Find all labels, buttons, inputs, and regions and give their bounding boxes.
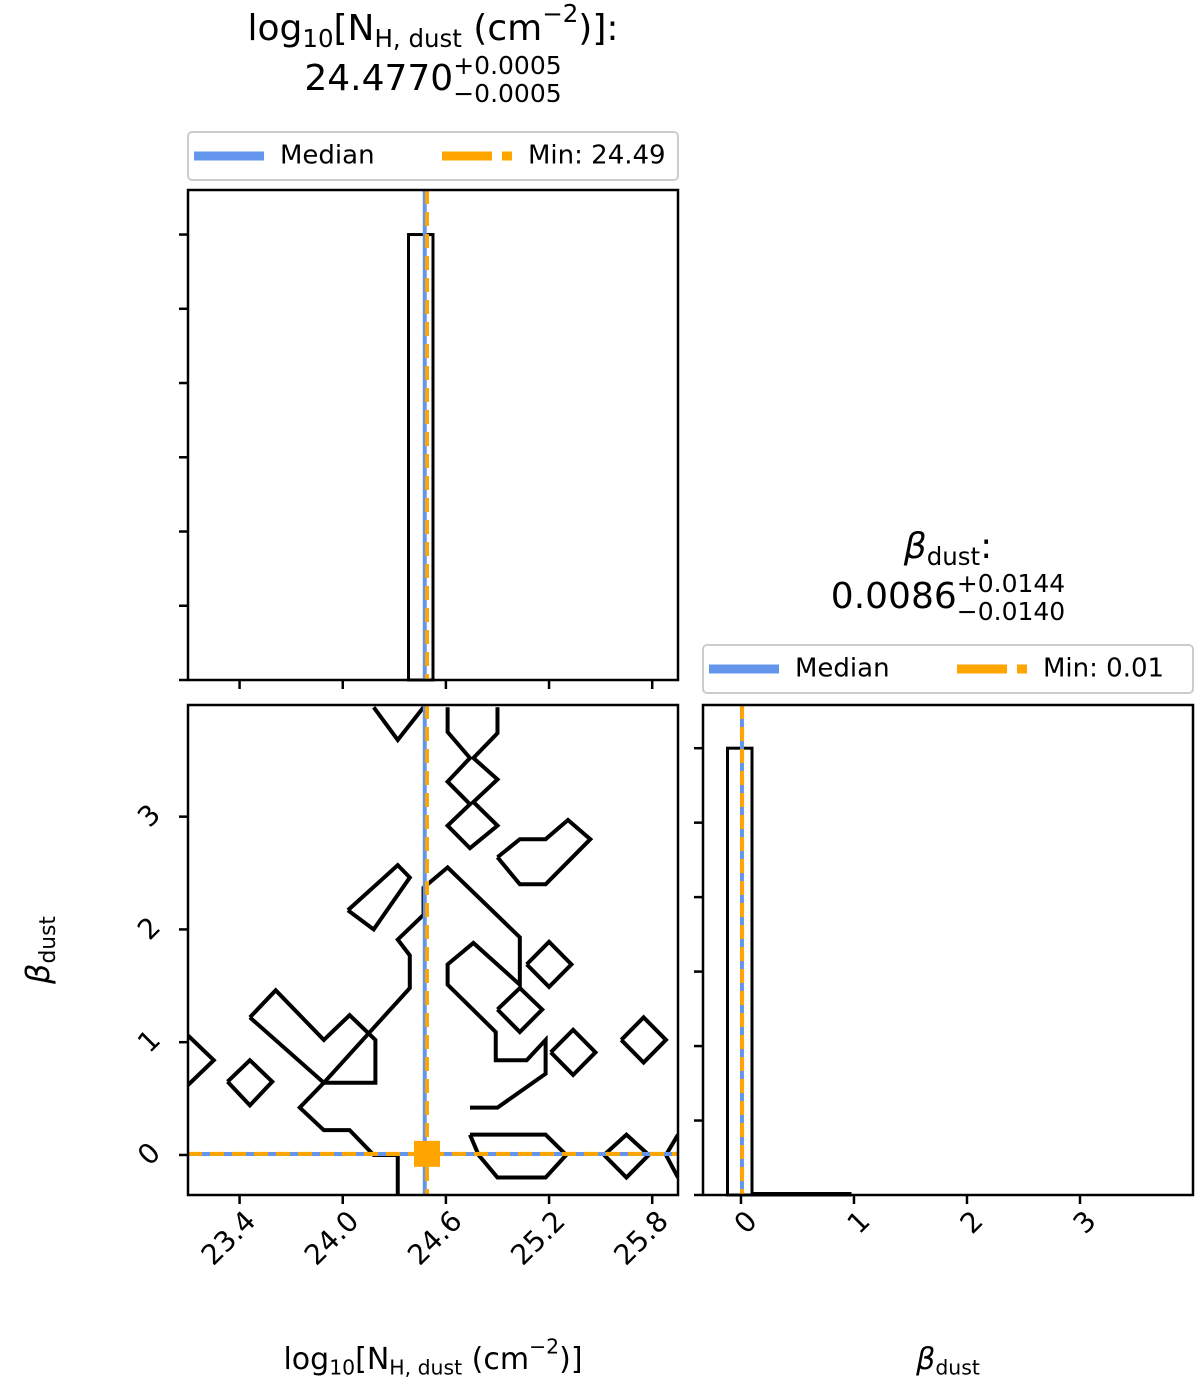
panel-title-part: : — [980, 526, 992, 567]
estimate-upper: +0.0005 — [453, 51, 561, 80]
contour — [346, 862, 413, 933]
x-axis-label-part: dust — [935, 1355, 980, 1379]
contour — [549, 1026, 599, 1078]
x-axis-label-part: β — [915, 1342, 935, 1377]
x-tick-label: 25.2 — [504, 1204, 571, 1271]
panel-title-part: (cm — [462, 8, 542, 49]
x-axis-label-part: (cm — [462, 1342, 529, 1377]
legend-label: Median — [280, 141, 375, 171]
panel-title-part: H, dust — [375, 24, 463, 53]
estimate-lower: −0.0140 — [957, 597, 1065, 626]
panel-title-part: 10 — [302, 24, 333, 53]
contour — [496, 985, 546, 1035]
x-tick-label: 25.8 — [607, 1204, 674, 1271]
contour — [619, 1014, 669, 1066]
x-tick-label: 0 — [728, 1204, 764, 1240]
y-tick-label: 3 — [131, 798, 167, 834]
x-axis-label-part: 10 — [329, 1355, 355, 1379]
panel-title-part: dust — [927, 542, 981, 571]
legend-box — [187, 131, 679, 181]
panel-title-part: −2 — [542, 0, 578, 28]
y-tick-label: 0 — [131, 1136, 167, 1172]
panel-title-part: [N — [334, 8, 375, 49]
contour — [495, 817, 594, 887]
panel-title-part: log — [247, 8, 302, 49]
y-axis-label: βdust — [19, 916, 61, 985]
legend-label: Median — [795, 654, 890, 684]
histogram-bar — [407, 233, 435, 682]
x-axis-label-part: H, dust — [389, 1355, 462, 1379]
contour — [372, 706, 426, 744]
x-tick-label: 1 — [841, 1204, 877, 1240]
y-tick-label: 2 — [131, 910, 167, 946]
panel-title-part: )]: — [578, 8, 618, 49]
contour — [226, 1057, 276, 1109]
y-tick-label: 1 — [131, 1023, 167, 1059]
estimate-lower: −0.0005 — [453, 79, 561, 108]
x-axis-label-part: log — [283, 1342, 329, 1377]
frame — [186, 188, 680, 682]
frame — [186, 703, 680, 1197]
legend-label: Min: 24.49 — [528, 141, 666, 171]
panel-title-part: β — [903, 526, 927, 567]
x-axis-label-part: )] — [559, 1342, 582, 1377]
estimate-upper: +0.0144 — [957, 569, 1065, 598]
min-marker — [413, 1140, 440, 1167]
estimate-value: 0.0086 — [831, 576, 957, 617]
y-axis-label-part: dust — [36, 916, 61, 963]
contour — [322, 864, 548, 1110]
frame — [701, 703, 1195, 1197]
x-tick-label: 2 — [954, 1204, 990, 1240]
x-tick-label: 23.4 — [195, 1204, 262, 1271]
contour — [525, 938, 575, 990]
contour — [296, 1081, 400, 1195]
histogram-bar — [726, 746, 754, 1197]
contour — [188, 1033, 217, 1087]
x-axis-label-part: [N — [355, 1342, 389, 1377]
x-tick-label: 24.6 — [401, 1204, 468, 1271]
x-axis-label: βdust — [915, 1342, 980, 1380]
legend-box — [702, 644, 1194, 694]
contour — [248, 987, 378, 1085]
x-tick-label: 3 — [1067, 1204, 1103, 1240]
contour — [444, 707, 501, 851]
legend-label: Min: 0.01 — [1043, 654, 1164, 684]
contour — [663, 1133, 678, 1179]
panel-title: βdust: — [903, 526, 993, 571]
x-tick-label: 24.0 — [298, 1204, 365, 1271]
x-axis-label-part: −2 — [529, 1334, 559, 1358]
contour — [468, 1132, 570, 1180]
x-axis-label: log10[NH, dust (cm−2)] — [283, 1334, 582, 1379]
estimate-value: 24.4770 — [304, 58, 453, 99]
contour — [602, 1131, 652, 1181]
panel-title: log10[NH, dust (cm−2)]: — [247, 0, 618, 53]
plot-area — [188, 705, 678, 1195]
y-axis-label-part: β — [19, 964, 57, 985]
